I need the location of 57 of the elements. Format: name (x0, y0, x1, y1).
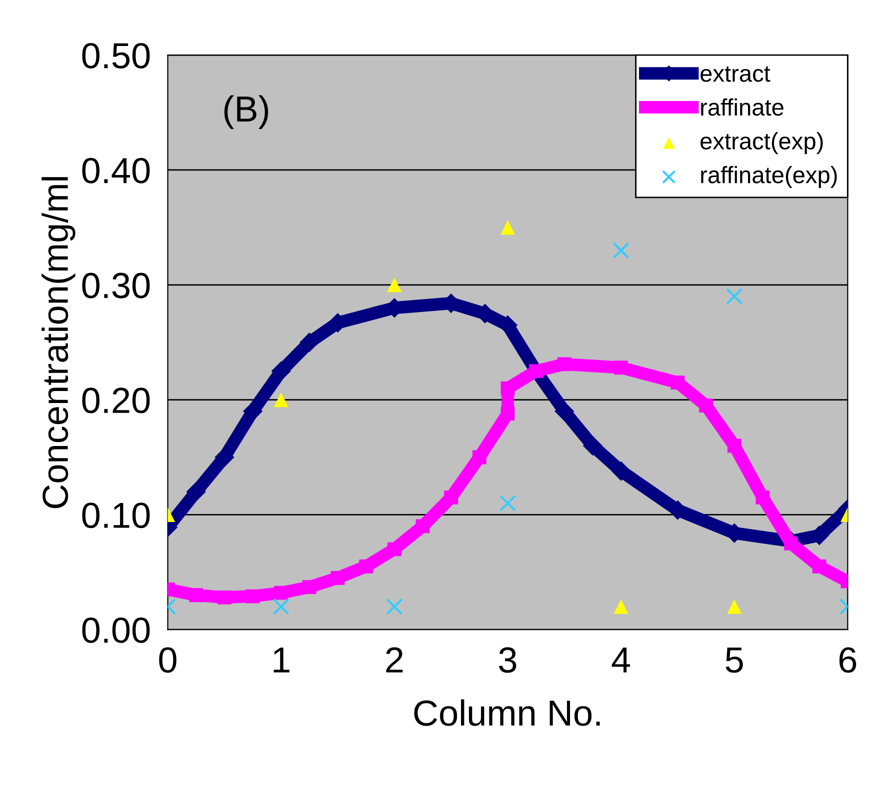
point (500, 381, 515, 396)
point (612, 462, 631, 481)
point (272, 362, 291, 381)
y-tick-label: 0.20 (82, 388, 150, 414)
point (614, 599, 628, 614)
y-tick-label: 0.40 (82, 158, 150, 184)
y-tick-label: 0.50 (82, 42, 150, 69)
y-tick-label: 0.00 (82, 617, 150, 644)
point (612, 242, 630, 259)
point (274, 392, 288, 408)
legend-label: extract (700, 66, 770, 82)
point (784, 536, 798, 550)
point (186, 482, 206, 502)
point (386, 598, 403, 615)
y-tick-label: 0.10 (82, 502, 150, 528)
point (727, 599, 742, 614)
point (387, 278, 402, 292)
x-tick-label: 2 (386, 647, 403, 672)
x-tick-label: 4 (612, 648, 630, 672)
point (699, 398, 713, 412)
point (359, 559, 374, 574)
point (189, 588, 204, 602)
point (554, 402, 574, 421)
point (472, 450, 486, 464)
point (217, 590, 232, 604)
point (387, 542, 402, 556)
point (300, 332, 319, 352)
point (614, 360, 628, 375)
y-axis-title: Concentration(mg/ml (42, 177, 76, 508)
y-tick-label: 0.30 (82, 272, 150, 298)
point (500, 220, 516, 235)
point (274, 586, 288, 600)
point (499, 494, 516, 512)
x-tick-label: 0 (159, 647, 176, 673)
x-tick-label: 3 (499, 647, 516, 673)
legend-label: extract(exp) (700, 132, 823, 154)
x-axis-title: Column No. (414, 699, 600, 726)
point (416, 519, 430, 534)
point (246, 589, 260, 604)
point (330, 570, 345, 585)
x-tick-label: 1 (274, 648, 290, 672)
point (444, 490, 458, 504)
point (583, 436, 602, 456)
point (756, 490, 770, 504)
x-tick-label: 5 (726, 648, 743, 673)
point (557, 357, 572, 372)
x-tick-label: 6 (839, 647, 856, 673)
annotation: (B) (224, 95, 268, 129)
point (812, 559, 826, 574)
point (727, 438, 742, 453)
point (302, 580, 316, 594)
point (500, 406, 515, 421)
legend-label: raffinate(exp) (701, 166, 837, 188)
point (670, 376, 685, 390)
legend-label: raffinate (701, 98, 784, 116)
point (726, 288, 743, 305)
point (272, 598, 290, 615)
